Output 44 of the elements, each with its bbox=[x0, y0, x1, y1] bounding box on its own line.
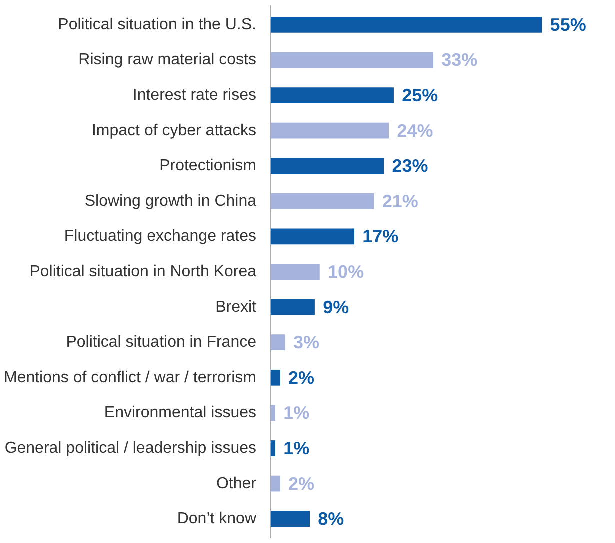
bar bbox=[270, 193, 374, 210]
data-label: 25% bbox=[402, 86, 438, 106]
data-label: 1% bbox=[284, 438, 310, 458]
data-label: 24% bbox=[397, 120, 434, 141]
data-label: 33% bbox=[442, 50, 478, 70]
data-label: 9% bbox=[323, 297, 350, 318]
bar bbox=[270, 88, 394, 104]
y-tick-label: Brexit bbox=[216, 298, 258, 316]
data-label: 17% bbox=[362, 226, 399, 247]
y-tick-label: Protectionism bbox=[160, 158, 256, 175]
y-tick-label: General political / leadership issues bbox=[4, 440, 256, 457]
bar bbox=[270, 370, 280, 386]
bar bbox=[270, 228, 354, 245]
bar bbox=[270, 476, 280, 492]
data-label: 10% bbox=[328, 262, 364, 282]
data-label: 2% bbox=[288, 474, 315, 494]
bar bbox=[270, 334, 286, 351]
y-tick-label: Slowing growth in China bbox=[84, 192, 257, 210]
data-label: 8% bbox=[318, 509, 344, 530]
y-tick-label: Rising raw material costs bbox=[78, 52, 256, 69]
data-label: 23% bbox=[392, 156, 428, 176]
y-tick-label: Interest rate rises bbox=[132, 87, 257, 104]
bar bbox=[270, 16, 542, 33]
bar bbox=[270, 122, 390, 139]
bar bbox=[270, 440, 276, 456]
bar bbox=[270, 264, 320, 280]
y-tick-label: Mentions of conflict / war / terrorism bbox=[4, 369, 256, 386]
y-tick-label: Fluctuating exchange rates bbox=[64, 228, 257, 246]
y-tick-label: Other bbox=[216, 475, 258, 492]
y-tick-label: Don’t know bbox=[177, 510, 257, 528]
y-tick-label: Political situation in the U.S. bbox=[58, 16, 257, 34]
bar bbox=[270, 299, 315, 316]
y-tick-label: Political situation in North Korea bbox=[30, 264, 257, 280]
data-label: 21% bbox=[382, 191, 418, 212]
bar bbox=[270, 158, 384, 174]
y-tick-label: Political situation in France bbox=[66, 334, 257, 352]
data-label: 1% bbox=[284, 403, 310, 424]
bar bbox=[270, 511, 310, 528]
data-label: 2% bbox=[288, 368, 315, 388]
bar bbox=[270, 52, 434, 68]
data-label: 55% bbox=[550, 14, 586, 35]
y-tick-label: Environmental issues bbox=[104, 404, 257, 422]
data-label: 3% bbox=[293, 332, 320, 353]
y-tick-label: Impact of cyber attacks bbox=[92, 122, 257, 140]
